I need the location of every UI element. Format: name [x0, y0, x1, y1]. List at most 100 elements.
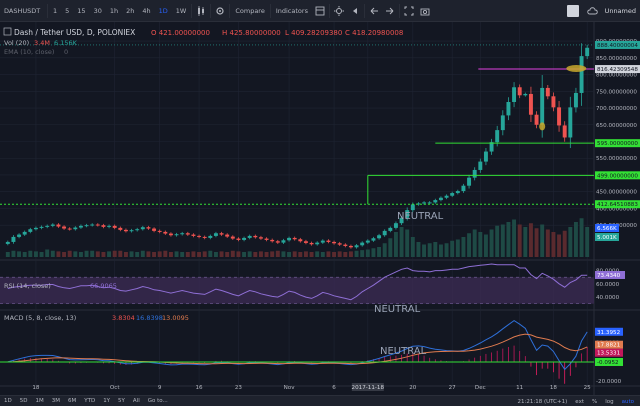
range-6M[interactable]: 6M	[67, 398, 77, 404]
price-tag-label: 412.64510883	[597, 202, 638, 208]
range-3M[interactable]: 3M	[51, 398, 60, 404]
log-toggle[interactable]: log	[605, 398, 614, 405]
layout-name[interactable]: Unnamed	[604, 7, 636, 15]
snapshot-icon[interactable]	[417, 3, 433, 19]
indicators-button[interactable]: Indicators	[275, 6, 308, 15]
time-tick-label: Oct	[110, 385, 120, 391]
range-1D[interactable]: 1D	[4, 398, 12, 404]
ext-toggle[interactable]: ext	[575, 398, 584, 405]
volume-bar	[427, 243, 432, 257]
volume-value-b: 6.156K	[54, 39, 78, 47]
candle-body	[287, 237, 292, 241]
interval-5[interactable]: 5	[65, 6, 70, 15]
macd-line	[7, 319, 588, 371]
volume-bar	[84, 250, 89, 257]
candle-body	[163, 231, 168, 234]
candle-body	[528, 93, 533, 115]
candle-body	[152, 228, 157, 231]
legend-layer: Dash / Tether USD, D, POLONIEX O 421.000…	[3, 27, 444, 357]
candle-body	[427, 202, 432, 204]
interval-1[interactable]: 1	[53, 6, 58, 15]
candle-body	[416, 203, 421, 205]
macd-histogram-bar	[18, 359, 20, 362]
range-5Y[interactable]: 5Y	[118, 398, 125, 404]
undo-icon[interactable]	[366, 3, 382, 19]
candle-body	[399, 217, 404, 224]
chart-area[interactable]: 350.00000000400.00000000450.00000000500.…	[0, 22, 640, 395]
volume-bar	[129, 251, 134, 257]
cloud-icon[interactable]	[585, 3, 601, 19]
candle-body	[348, 245, 353, 248]
macd-tag-label: -0.0952	[597, 360, 619, 366]
macd-histogram-bar	[496, 350, 498, 362]
volume-bar	[410, 237, 415, 257]
price-tick-label: 750.00000000	[596, 89, 637, 95]
rsi-tag	[595, 270, 625, 279]
price-tag-label: 499.00000000	[597, 173, 638, 179]
range-1Y[interactable]: 1Y	[103, 398, 111, 404]
template-icon[interactable]	[312, 3, 328, 19]
layout-icon[interactable]	[566, 5, 579, 17]
volume-bar	[174, 251, 179, 257]
range-All[interactable]: All	[132, 398, 140, 404]
volume-bar	[101, 252, 106, 257]
interval-1h[interactable]: 1h	[109, 6, 119, 15]
volume-bar	[157, 251, 162, 257]
macd-tag	[595, 357, 623, 366]
candle-body	[253, 235, 258, 238]
interval-1W[interactable]: 1W	[175, 6, 187, 15]
candle-body	[455, 191, 460, 194]
candle-body	[433, 200, 438, 203]
macd-histogram-bar	[412, 352, 414, 362]
replay-icon[interactable]	[347, 3, 363, 19]
macd-histogram-bar	[52, 359, 54, 362]
redo-icon[interactable]	[382, 3, 398, 19]
compare-button[interactable]: Compare	[235, 6, 265, 15]
time-tick-label: 25	[584, 385, 592, 391]
range-5D[interactable]: 5D	[19, 398, 28, 404]
interval-30[interactable]: 30	[93, 6, 102, 15]
volume-bar	[253, 252, 258, 257]
macd-histogram-bar	[558, 361, 560, 379]
candle-body	[343, 244, 348, 246]
volume-bar	[405, 229, 410, 257]
interval-15[interactable]: 15	[77, 6, 86, 15]
fullscreen-icon[interactable]	[401, 3, 417, 19]
rsi-tick-label: 60.0000	[596, 282, 620, 288]
candle-body	[50, 224, 55, 226]
volume-bar	[483, 234, 488, 257]
settings-icon[interactable]	[212, 3, 228, 19]
volume-bar	[540, 224, 545, 257]
volume-bar	[562, 230, 567, 257]
macd-histogram-bar	[536, 361, 537, 376]
toolbar-divider	[328, 3, 330, 18]
range-YTD[interactable]: YTD	[84, 398, 96, 404]
volume-bar	[512, 219, 517, 257]
goto-button[interactable]: Go to...	[147, 398, 168, 404]
volume-bar	[146, 251, 151, 257]
alert-icon[interactable]	[331, 3, 347, 19]
candle-body	[5, 241, 10, 244]
symbol-search[interactable]: DASHUSDT	[4, 6, 41, 15]
interval-1D[interactable]: 1D	[158, 6, 168, 15]
macd-histogram-bar	[479, 355, 481, 362]
candle-body	[107, 225, 112, 227]
rsi-line	[7, 263, 588, 301]
candle-body	[213, 233, 218, 236]
candle-body	[562, 125, 567, 138]
toolbar-right: Unnamed	[566, 3, 640, 19]
range-1M[interactable]: 1M	[35, 398, 44, 404]
auto-toggle[interactable]: auto	[621, 398, 634, 405]
volume-tag-label: 6.566K	[597, 226, 617, 232]
macd-histogram-bar	[440, 360, 442, 362]
candle-body	[303, 241, 308, 243]
interval-4h[interactable]: 4h	[142, 6, 151, 15]
macd-tag	[595, 340, 623, 349]
percent-toggle[interactable]: %	[591, 398, 598, 405]
candles-icon[interactable]	[193, 3, 209, 19]
interval-2h[interactable]: 2h	[126, 6, 135, 15]
macd-histogram-bar	[434, 359, 436, 362]
time-tick-label: 11	[516, 385, 524, 391]
candle-body	[129, 230, 134, 232]
candle-body	[393, 223, 398, 228]
